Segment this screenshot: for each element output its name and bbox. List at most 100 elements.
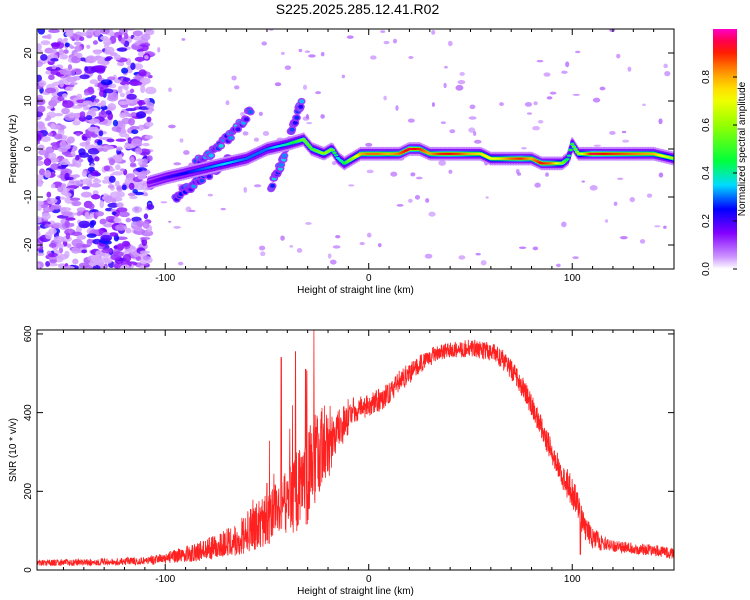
page-title: S225.2025.285.12.41.R02	[275, 1, 440, 17]
noise-blob	[37, 230, 41, 238]
noise-blob	[110, 208, 117, 213]
noise-blob	[85, 140, 91, 146]
noise-blob	[65, 217, 76, 221]
noise-blob	[140, 33, 151, 41]
noise-blob	[94, 29, 102, 36]
noise-blob	[125, 227, 132, 234]
noise-blob	[534, 182, 541, 188]
noise-blob	[88, 203, 95, 210]
colorbar: 0.0 0.2 0.4 0.6 0.8 Normalized spectral ampli…	[701, 29, 748, 276]
noise-blob	[37, 200, 45, 206]
noise-blob	[55, 195, 61, 200]
branch-point	[208, 153, 214, 158]
noise-blob	[253, 184, 262, 188]
noise-blob	[258, 111, 263, 116]
noise-blob	[87, 167, 95, 172]
noise-blob	[111, 198, 117, 204]
noise-blob	[113, 92, 118, 98]
noise-blob	[377, 243, 382, 248]
noise-blob	[93, 50, 102, 55]
noise-blob	[54, 133, 63, 140]
noise-blob	[280, 235, 285, 241]
noise-blob	[48, 243, 57, 248]
noise-blob	[613, 201, 618, 206]
noise-blob	[92, 178, 102, 184]
noise-blob	[240, 111, 246, 117]
noise-blob	[48, 74, 55, 81]
noise-blob	[475, 252, 481, 256]
snr-ytick-label: 200	[23, 483, 34, 500]
noise-blob	[407, 118, 415, 123]
noise-blob	[261, 41, 267, 46]
noise-blob	[140, 85, 146, 94]
branch-point	[235, 127, 241, 132]
noise-blob	[90, 133, 98, 138]
noise-blob	[468, 127, 476, 133]
noise-blob	[57, 253, 69, 260]
spectrogram-ylabel: Frequency (Hz)	[8, 115, 19, 184]
noise-blob	[664, 70, 671, 77]
noise-blob	[97, 147, 105, 152]
noise-blob	[37, 263, 41, 269]
noise-blob	[87, 147, 100, 155]
noise-blob	[135, 111, 147, 119]
noise-blob	[121, 184, 127, 191]
spectrogram-ytick-label: 0	[23, 146, 34, 152]
noise-blob	[103, 223, 115, 228]
noise-blob	[260, 251, 266, 257]
noise-blob	[99, 218, 107, 225]
snr-xtick-label: 0	[366, 574, 372, 585]
noise-blob	[94, 98, 100, 103]
colorbar-tick-label: 0.0	[701, 262, 712, 276]
noise-blob	[129, 156, 135, 164]
noise-blob	[348, 184, 355, 187]
noise-blob	[168, 124, 176, 129]
noise-blob	[73, 174, 80, 178]
noise-blob	[137, 99, 147, 106]
colorbar-tick-label: 0.2	[701, 214, 712, 228]
noise-blob	[46, 191, 52, 198]
noise-blob	[642, 103, 646, 107]
noise-blob	[79, 74, 90, 80]
noise-blob	[62, 93, 68, 98]
noise-blob	[619, 235, 628, 240]
noise-blob	[304, 50, 311, 54]
noise-blob	[66, 243, 72, 248]
noise-blob	[469, 104, 476, 110]
noise-blob	[119, 80, 130, 86]
noise-blob	[179, 138, 184, 143]
noise-blob	[485, 196, 489, 199]
ridge-segment	[568, 148, 573, 152]
noise-blob	[133, 76, 142, 80]
noise-blob	[85, 115, 93, 121]
noise-blob	[99, 29, 110, 35]
noise-blob	[84, 66, 89, 72]
noise-blob	[116, 202, 124, 208]
noise-blob	[133, 191, 145, 196]
noise-blob	[123, 32, 129, 40]
noise-blob	[102, 179, 109, 184]
noise-blob	[131, 206, 143, 214]
noise-blob	[131, 138, 143, 147]
noise-blob	[262, 131, 270, 137]
noise-blob	[134, 147, 143, 155]
noise-blob	[621, 130, 627, 134]
snr-panel: -100 0 100 0 200 400 600 Height of straight lin…	[8, 325, 675, 597]
noise-blob	[305, 222, 312, 225]
noise-blob	[59, 196, 66, 200]
noise-blob	[86, 238, 93, 247]
branch-point	[294, 115, 300, 120]
noise-blob	[629, 196, 636, 203]
branch-point	[281, 153, 287, 158]
branch-point	[278, 162, 284, 167]
noise-blob	[127, 192, 136, 197]
noise-blob	[532, 126, 540, 131]
noise-blob	[168, 87, 172, 93]
noise-blob	[308, 54, 316, 58]
noise-blob	[546, 96, 553, 100]
noise-blob	[108, 83, 117, 89]
noise-blob	[95, 250, 104, 257]
noise-blob	[92, 190, 99, 196]
noise-blob	[63, 265, 75, 269]
noise-blob	[545, 172, 549, 177]
